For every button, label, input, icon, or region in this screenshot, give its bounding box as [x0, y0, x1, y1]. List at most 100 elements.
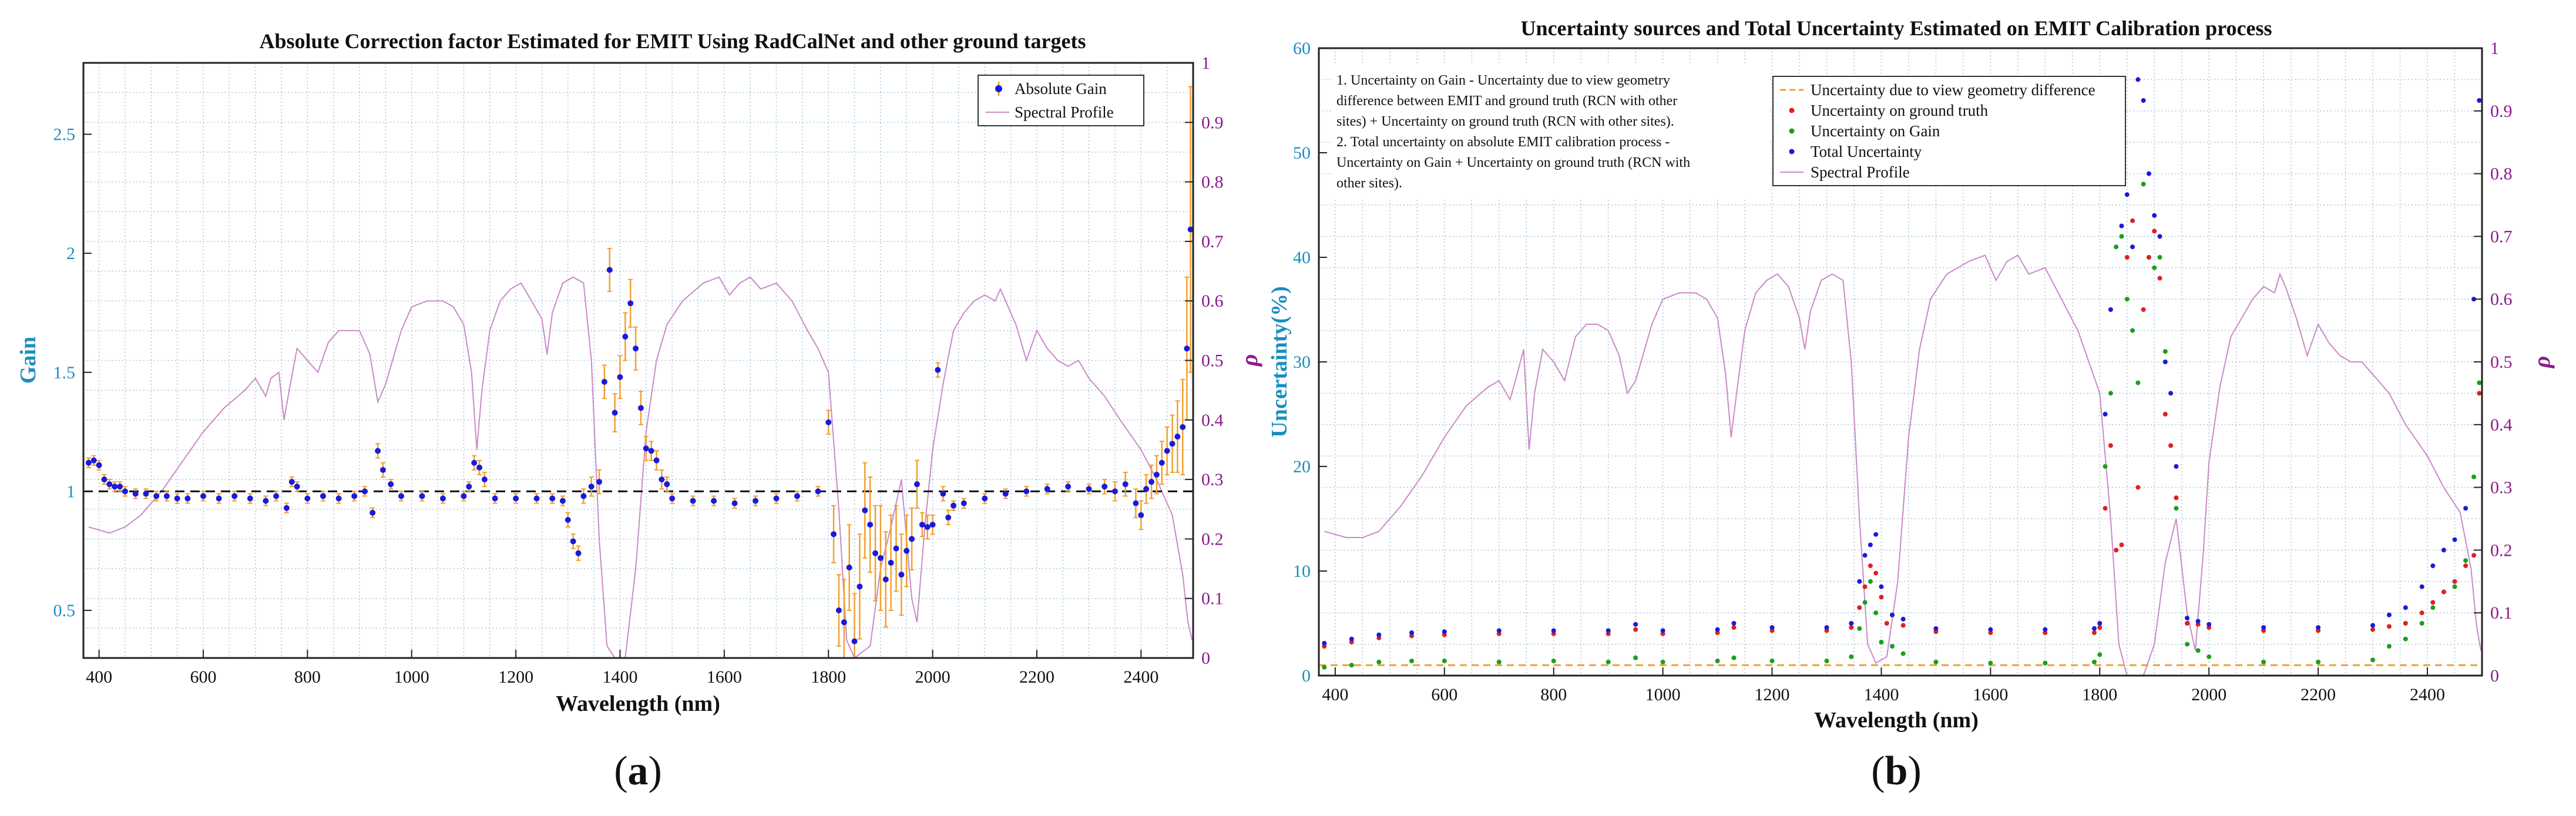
panel-b-ground-truth-point-36 — [2152, 229, 2157, 234]
panel-b-gain-point-27 — [2103, 464, 2108, 469]
panel-b-gain-point-31 — [2124, 297, 2130, 302]
panel-b-ground-truth-point-16 — [1862, 584, 1868, 589]
panel-b-note-line-5: Uncertainty on Gain + Uncertainty on gro… — [1336, 155, 1690, 170]
panel-b-y-axis-label: Uncertainty(%) — [1267, 286, 1292, 437]
panel-b-total-point-55 — [2477, 98, 2482, 103]
panel-b-gain-point-11 — [1731, 655, 1737, 660]
panel-b-legend-ground-truth-label: Uncertainty on ground truth — [1811, 102, 1989, 119]
panel-a-label: (a) — [614, 748, 662, 794]
panel-b-right-y-tick-label-6: 0.6 — [2490, 290, 2513, 309]
panel-b-total-point-2 — [1376, 632, 1382, 637]
panel-b-notes: 1. Uncertainty on Gain - Uncertainty due… — [1331, 63, 1768, 199]
panel-b-total-point-27 — [2103, 412, 2108, 417]
panel-a-gain-point-69 — [773, 495, 780, 502]
panel-b-gain-point-42 — [2195, 648, 2201, 653]
panel-a-gain-point-88 — [909, 536, 915, 542]
panel-b-total-point-16 — [1862, 553, 1868, 558]
panel-a-x-tick-label-2200: 2200 — [1019, 667, 1054, 687]
panel-b-ground-truth-point-53 — [2463, 563, 2468, 569]
panel-a-gain-chart: Absolute Correction factor Estimated for… — [16, 29, 1262, 794]
panel-b-gain-point-3 — [1409, 659, 1415, 664]
panel-a-spectral-profile-series — [88, 276, 1193, 659]
panel-b-x-tick-label-400: 400 — [1322, 685, 1348, 704]
panel-a-gain-point-31 — [388, 481, 394, 488]
panel-a-gain-point-104 — [1101, 483, 1108, 490]
panel-a-gain-point-13 — [184, 495, 191, 502]
panel-b-total-point-28 — [2108, 307, 2113, 312]
panel-a-gain-point-86 — [898, 572, 905, 578]
panel-a-gain-point-27 — [361, 488, 368, 495]
panel-b-note-line-3: sites) + Uncertainty on ground truth (RC… — [1336, 114, 1674, 129]
panel-a-gain-point-34 — [439, 495, 446, 502]
panel-a-gain-point-116 — [1180, 424, 1186, 430]
panel-a-gain-point-60 — [648, 448, 654, 454]
panel-a-gain-point-7 — [122, 488, 128, 495]
panel-a-x-tick-label-2000: 2000 — [915, 667, 951, 687]
panel-a-gain-point-79 — [862, 507, 868, 513]
panel-b-total-point-43 — [2206, 622, 2212, 627]
panel-b-title: Uncertainty sources and Total Uncertaint… — [1520, 16, 2272, 40]
panel-b-right-y-tick-label-1: 0.1 — [2490, 603, 2513, 623]
panel-a-gain-point-8 — [132, 491, 139, 497]
panel-a-x-tick-label-1400: 1400 — [602, 667, 637, 687]
panel-b-total-point-3 — [1409, 630, 1415, 636]
panel-b-total-point-14 — [1849, 621, 1854, 626]
panel-b-ground-truth-point-19 — [1879, 595, 1884, 600]
panel-b-gain-point-46 — [2370, 657, 2376, 663]
panel-b-gain-point-10 — [1715, 659, 1720, 664]
panel-b-total-point-52 — [2452, 537, 2457, 542]
panel-b-legend: Uncertainty due to view geometry differe… — [1772, 76, 2126, 186]
panel-a-right-y-tick-label-1: 0.1 — [1201, 589, 1224, 609]
panel-a-right-y-axis-label: ρ — [1236, 354, 1262, 367]
panel-a-gain-point-112 — [1158, 459, 1165, 466]
panel-a-x-tick-label-1600: 1600 — [707, 667, 742, 687]
panel-b-total-point-19 — [1879, 584, 1884, 589]
panel-a-x-ticks: 400 600 800 1000 1200 1400 1600 1800 2000 2200 240… — [86, 650, 1158, 687]
panel-a-gain-point-105 — [1111, 488, 1118, 495]
panel-b-note-line-1: 1. Uncertainty on Gain - Uncertainty due… — [1336, 73, 1670, 88]
panel-b-ground-truth-point-40 — [2174, 495, 2179, 501]
panel-b-label-letter: b — [1885, 748, 1908, 794]
panel-b-spectral-profile-line — [1324, 254, 2482, 676]
panel-a-gain-point-25 — [335, 495, 342, 502]
panel-a-x-tick-label-800: 800 — [294, 667, 321, 687]
panel-b-gain-point-19 — [1879, 640, 1884, 645]
panel-a-gain-point-83 — [882, 576, 889, 583]
panel-b-total-point-8 — [1633, 622, 1638, 627]
panel-a-right-y-ticks: 0 0.1 0.2 0.3 0.4 0.5 0.6 0.7 0.8 0.9 1 — [1185, 53, 1224, 668]
panel-a-legend-profile-label: Spectral Profile — [1015, 103, 1114, 121]
panel-b-uncertainty-chart: Uncertainty sources and Total Uncertaint… — [1267, 16, 2555, 794]
panel-b-x-tick-label-1600: 1600 — [1973, 685, 2008, 704]
panel-a-legend: Absolute Gain Spectral Profile — [978, 75, 1144, 126]
panel-b-gain-point-6 — [1551, 659, 1556, 664]
panel-a-gain-point-114 — [1169, 441, 1176, 447]
panel-a-gain-point-33 — [419, 493, 425, 499]
panel-b-gain-point-33 — [2135, 380, 2141, 385]
panel-a-gain-point-54 — [617, 374, 623, 380]
panel-a-gain-point-65 — [690, 498, 696, 504]
panel-a-right-y-tick-label-2: 0.2 — [1201, 529, 1224, 549]
panel-b-total-point-38 — [2162, 360, 2168, 364]
panel-b-x-tick-label-2400: 2400 — [2410, 685, 2445, 704]
panel-a-gain-point-115 — [1174, 434, 1181, 440]
panel-a-gain-point-94 — [940, 491, 946, 497]
panel-a-gain-point-99 — [1002, 491, 1009, 497]
panel-b-total-point-15 — [1857, 579, 1862, 584]
panel-a-gain-point-30 — [379, 466, 386, 473]
panel-b-x-tick-label-1000: 1000 — [1645, 685, 1681, 704]
panel-b-ground-truth-point-21 — [1900, 623, 1906, 628]
panel-a-gain-point-103 — [1086, 486, 1092, 492]
panel-b-notes-box — [1331, 63, 1768, 199]
panel-a-gain-point-106 — [1122, 481, 1129, 488]
panel-a-gain-point-19 — [273, 493, 280, 499]
panel-a-gain-point-4 — [106, 481, 113, 488]
panel-a-gain-point-113 — [1164, 448, 1170, 454]
panel-b-gain-point-17 — [1868, 579, 1873, 584]
panel-a-gain-point-84 — [888, 559, 894, 566]
panel-b-gain-point-29 — [2114, 244, 2119, 250]
panel-b-gain-point-40 — [2174, 506, 2179, 511]
panel-b-total-point-13 — [1824, 625, 1829, 630]
panel-b-right-y-tick-label-5: 0.5 — [2490, 352, 2513, 372]
panel-b-ground-truth-point-41 — [2185, 621, 2190, 626]
panel-b-legend-gain-marker — [1789, 128, 1795, 134]
